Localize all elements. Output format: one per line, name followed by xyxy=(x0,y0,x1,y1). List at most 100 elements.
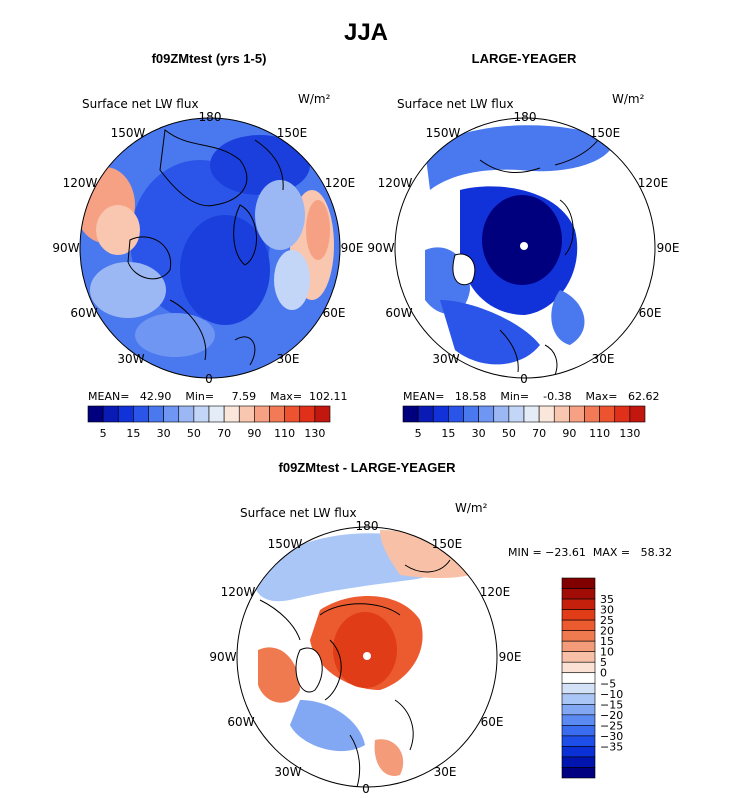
colorbar-left-tick-label: 30 xyxy=(157,427,171,440)
colorbar-left-tick-label: 110 xyxy=(274,427,295,440)
colorbar-left-swatch xyxy=(102,405,119,423)
figure-title: JJA xyxy=(344,19,388,46)
colorbar-diff-tick-label: 30 xyxy=(600,604,614,617)
colorbar-left-tick-label: 90 xyxy=(247,427,261,440)
lon-label-150e: 150E xyxy=(277,126,308,140)
colorbar-right-swatch xyxy=(463,405,479,423)
panel-left-title: f09ZMtest (yrs 1-5) xyxy=(152,51,267,66)
panel-right-units-label: W/m² xyxy=(612,92,645,106)
colorbar-right-tick-label: 15 xyxy=(441,427,455,440)
lon-label-90e: 90E xyxy=(499,650,522,664)
colorbar-left-swatch xyxy=(163,405,180,423)
colorbar-left-swatch xyxy=(178,405,195,423)
lon-label-60e: 60E xyxy=(639,306,662,320)
colorbar-diff-tick-label: −10 xyxy=(600,688,623,701)
colorbar-right-tick-label: 130 xyxy=(619,427,640,440)
panel-right: LARGE-YEAGER Surface net LW flux W/m² 18… xyxy=(367,51,679,440)
colorbar-diff-tick-label: −25 xyxy=(600,719,623,732)
colorbar-right-swatch xyxy=(448,405,464,423)
colorbar-right-tick-label: 5 xyxy=(415,427,422,440)
colorbar-diff-swatch xyxy=(561,672,596,684)
lon-label-120w: 120W xyxy=(63,176,98,190)
panel-diff-pole-marker xyxy=(363,652,371,660)
colorbar-right-swatch xyxy=(417,405,434,423)
colorbar-left-swatch xyxy=(87,405,104,423)
colorbar-diff-swatch xyxy=(561,767,596,779)
lon-label-0: 0 xyxy=(205,372,213,386)
colorbar-diff-swatch xyxy=(561,598,596,610)
panel-left: f09ZMtest (yrs 1-5) Surface net LW flux … xyxy=(52,51,363,440)
lon-label-30w: 30W xyxy=(117,352,144,366)
panel-left-stats: MEAN= 42.90 Min= 7.59 Max= 102.11 xyxy=(88,390,348,403)
colorbar-diff-swatch xyxy=(561,725,596,737)
colorbar-diff-tick-label: 5 xyxy=(600,656,607,669)
colorbar-diff-tick-label: 10 xyxy=(600,646,614,659)
colorbar-right-tick-label: 110 xyxy=(589,427,610,440)
lon-label-120e: 120E xyxy=(638,176,669,190)
colorbar-diff-swatch xyxy=(561,577,596,589)
panel-right-variable-label: Surface net LW flux xyxy=(397,97,514,111)
lon-label-90w: 90W xyxy=(52,241,79,255)
lon-label-120e: 120E xyxy=(480,585,511,599)
colorbar-diff-swatch xyxy=(561,704,596,716)
panel-right-colorbar: 5 15 30 50 70 90 110 130 xyxy=(402,405,646,440)
panel-diff-longitude-labels: 180 150E 120E 90E 60E 30E 0 30W 60W 90W … xyxy=(209,519,521,796)
colorbar-diff-swatch xyxy=(561,630,596,642)
lon-label-90w: 90W xyxy=(209,650,236,664)
colorbar-left-tick-label: 70 xyxy=(217,427,231,440)
colorbar-diff-swatch xyxy=(561,619,596,631)
colorbar-right-swatch xyxy=(584,405,600,423)
colorbar-left-tick-label: 130 xyxy=(304,427,325,440)
colorbar-diff-tick-label: −35 xyxy=(600,740,623,753)
lon-label-90w: 90W xyxy=(367,241,394,255)
colorbar-left-swatch xyxy=(117,405,134,423)
panel-diff-units-label: W/m² xyxy=(455,501,488,515)
colorbar-right-swatch xyxy=(614,405,631,423)
colorbar-diff-tick-label: −5 xyxy=(600,677,616,690)
colorbar-diff-swatch xyxy=(561,746,596,758)
lon-label-150w: 150W xyxy=(426,126,461,140)
panel-right-map-boundary xyxy=(394,117,656,379)
lon-label-30e: 30E xyxy=(434,765,457,779)
colorbar-left-swatch xyxy=(133,405,149,423)
colorbar-diff-swatch xyxy=(561,693,596,705)
colorbar-left-swatch xyxy=(148,405,164,423)
colorbar-diff-tick-label: −30 xyxy=(600,730,623,743)
panel-right-longitude-labels: 180 150E 120E 90E 60E 30E 0 30W 60W 90W … xyxy=(367,110,679,386)
colorbar-diff-tick-label: −20 xyxy=(600,709,623,722)
lon-label-180: 180 xyxy=(199,110,222,124)
colorbar-right-swatch xyxy=(402,405,419,423)
lon-label-30w: 30W xyxy=(432,352,459,366)
colorbar-right-swatch xyxy=(508,405,525,423)
colorbar-diff-tick-label: 35 xyxy=(600,593,614,606)
panel-left-map-boundary xyxy=(79,117,341,379)
colorbar-right-swatch xyxy=(553,405,570,423)
lon-label-90e: 90E xyxy=(341,241,364,255)
colorbar-left-swatch xyxy=(208,405,225,423)
lon-label-120w: 120W xyxy=(221,585,256,599)
colorbar-diff-swatch xyxy=(561,588,596,600)
colorbar-diff-swatch xyxy=(561,651,596,663)
colorbar-right-swatch xyxy=(432,405,449,423)
panel-diff-variable-label: Surface net LW flux xyxy=(240,506,357,520)
colorbar-diff-swatch xyxy=(561,640,596,652)
colorbar-diff-swatch xyxy=(561,661,596,674)
panel-diff-stats: MIN = −23.61 MAX = 58.32 xyxy=(508,546,672,559)
colorbar-right-swatch xyxy=(538,405,555,423)
colorbar-left-swatch xyxy=(254,405,270,423)
colorbar-diff-tick-label: 15 xyxy=(600,635,614,648)
lon-label-180: 180 xyxy=(514,110,537,124)
panel-right-stats: MEAN= 18.58 Min= -0.38 Max= 62.62 xyxy=(403,390,660,403)
panel-left-map xyxy=(80,118,340,378)
colorbar-diff-tick-label: −15 xyxy=(600,698,623,711)
colorbar-right-tick-label: 90 xyxy=(562,427,576,440)
colorbar-right-swatch xyxy=(599,405,616,423)
lon-label-120e: 120E xyxy=(325,176,356,190)
lon-label-150w: 150W xyxy=(268,537,303,551)
panel-left-colorbar: 5 15 30 50 70 90 110 130 xyxy=(87,405,331,440)
lon-label-60w: 60W xyxy=(227,715,254,729)
colorbar-left-swatch xyxy=(193,405,210,423)
panel-diff: f09ZMtest - LARGE-YEAGER Surface net LW … xyxy=(209,460,672,796)
colorbar-diff-tick-label: 0 xyxy=(600,667,607,680)
